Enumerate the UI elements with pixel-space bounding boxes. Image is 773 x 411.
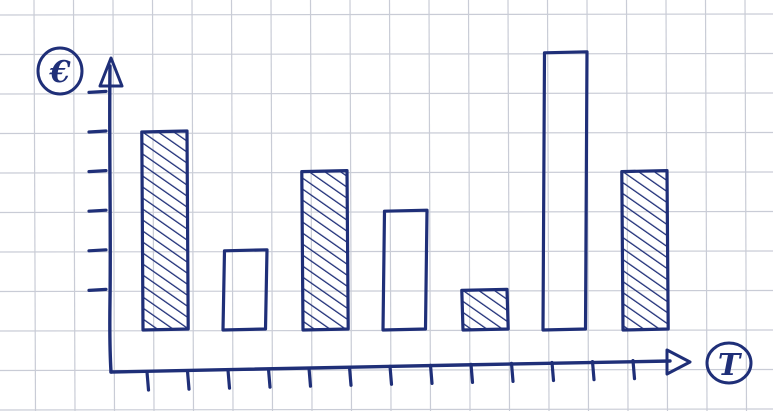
x-label-text: T xyxy=(718,348,743,383)
grid-line-horizontal xyxy=(0,92,773,95)
x-tick xyxy=(590,360,596,382)
grid-line-vertical xyxy=(507,0,511,411)
grid-line-vertical xyxy=(33,0,37,411)
grid-line-vertical xyxy=(191,0,195,411)
y-tick xyxy=(87,129,108,134)
grid-line-horizontal xyxy=(0,13,773,16)
y-tick xyxy=(87,248,108,253)
x-axis-ticks xyxy=(145,359,637,392)
y-tick xyxy=(87,169,108,174)
x-axis-arrow xyxy=(665,348,692,376)
x-label-circle xyxy=(705,341,753,385)
grid-line-vertical xyxy=(428,0,432,411)
grid-line-vertical xyxy=(230,0,234,411)
x-axis xyxy=(109,359,672,374)
y-label-text: € xyxy=(49,55,71,90)
y-axis-ticks xyxy=(87,89,108,292)
grid-line-vertical xyxy=(388,0,392,411)
x-tick xyxy=(266,367,272,389)
bar-hatched xyxy=(140,129,190,332)
grid-line-vertical xyxy=(270,0,274,411)
grid-line-horizontal xyxy=(0,131,773,135)
y-label-circle xyxy=(36,46,84,96)
grid-line-vertical xyxy=(72,0,76,411)
x-axis-label: T xyxy=(705,341,753,385)
grid-line-vertical xyxy=(467,0,471,411)
grid-line-horizontal xyxy=(0,408,773,411)
x-tick xyxy=(550,360,556,383)
grid-line-horizontal xyxy=(0,52,773,56)
y-axis xyxy=(108,64,113,374)
grid-line-vertical xyxy=(112,0,116,411)
x-tick xyxy=(185,369,191,391)
grid-line-vertical xyxy=(349,0,353,411)
bar-hatched xyxy=(620,169,670,332)
bar-outline xyxy=(381,208,429,332)
chart-axes xyxy=(98,56,692,376)
x-tick xyxy=(307,366,313,388)
y-tick xyxy=(87,89,108,95)
x-tick xyxy=(428,363,434,385)
x-tick xyxy=(469,362,475,384)
y-tick xyxy=(87,287,108,292)
x-tick xyxy=(388,364,394,386)
bars xyxy=(140,50,670,332)
x-tick xyxy=(145,370,151,392)
grid-line-vertical xyxy=(744,0,748,411)
bar-hatched xyxy=(300,169,350,332)
x-tick xyxy=(226,368,232,390)
x-tick xyxy=(631,359,637,381)
grid-line-vertical xyxy=(704,0,708,411)
y-axis-label: € xyxy=(36,46,84,96)
x-tick xyxy=(347,365,353,387)
bar-outline xyxy=(221,248,269,332)
y-axis-arrow xyxy=(98,56,124,88)
y-tick xyxy=(87,208,108,213)
bar-hatched xyxy=(460,287,510,332)
bar-outline xyxy=(541,50,589,332)
grid-line-vertical xyxy=(546,0,550,411)
x-tick xyxy=(509,361,515,383)
